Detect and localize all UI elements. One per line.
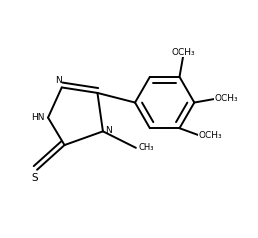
- Text: OCH₃: OCH₃: [171, 48, 195, 57]
- Text: OCH₃: OCH₃: [215, 94, 238, 104]
- Text: OCH₃: OCH₃: [199, 131, 222, 140]
- Text: CH₃: CH₃: [138, 143, 154, 152]
- Text: N: N: [55, 76, 62, 85]
- Text: S: S: [31, 173, 38, 183]
- Text: HN: HN: [31, 113, 45, 122]
- Text: N: N: [105, 126, 112, 135]
